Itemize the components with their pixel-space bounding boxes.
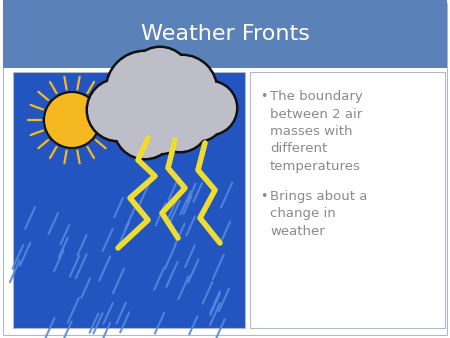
FancyBboxPatch shape <box>3 0 447 68</box>
Circle shape <box>140 59 216 137</box>
Circle shape <box>130 75 180 124</box>
Text: Weather Fronts: Weather Fronts <box>140 24 310 44</box>
Circle shape <box>148 56 216 124</box>
Circle shape <box>133 78 177 122</box>
Circle shape <box>130 48 190 108</box>
Text: •: • <box>260 90 267 103</box>
Circle shape <box>120 90 176 146</box>
Circle shape <box>115 98 175 158</box>
Circle shape <box>176 94 225 143</box>
Circle shape <box>104 49 185 130</box>
Circle shape <box>105 61 190 145</box>
Circle shape <box>88 80 148 140</box>
Circle shape <box>112 96 177 161</box>
Text: The boundary
between 2 air
masses with
different
temperatures: The boundary between 2 air masses with d… <box>270 90 363 173</box>
Circle shape <box>86 77 150 143</box>
FancyBboxPatch shape <box>3 3 447 335</box>
Circle shape <box>152 95 208 151</box>
FancyBboxPatch shape <box>250 72 445 328</box>
Circle shape <box>156 79 201 124</box>
Circle shape <box>127 46 193 111</box>
Circle shape <box>122 80 198 155</box>
Circle shape <box>184 82 236 134</box>
FancyBboxPatch shape <box>13 72 245 328</box>
Circle shape <box>181 79 239 137</box>
Circle shape <box>158 82 198 122</box>
Text: •: • <box>260 190 267 203</box>
Text: Brings about a
change in
weather: Brings about a change in weather <box>270 190 367 238</box>
Circle shape <box>125 83 195 153</box>
Circle shape <box>44 92 100 148</box>
Circle shape <box>148 87 202 140</box>
Circle shape <box>151 89 199 137</box>
Circle shape <box>145 53 219 126</box>
Circle shape <box>117 88 179 148</box>
Circle shape <box>149 93 211 153</box>
Circle shape <box>107 52 183 128</box>
Circle shape <box>178 96 222 140</box>
Circle shape <box>108 63 188 143</box>
Circle shape <box>142 62 214 134</box>
